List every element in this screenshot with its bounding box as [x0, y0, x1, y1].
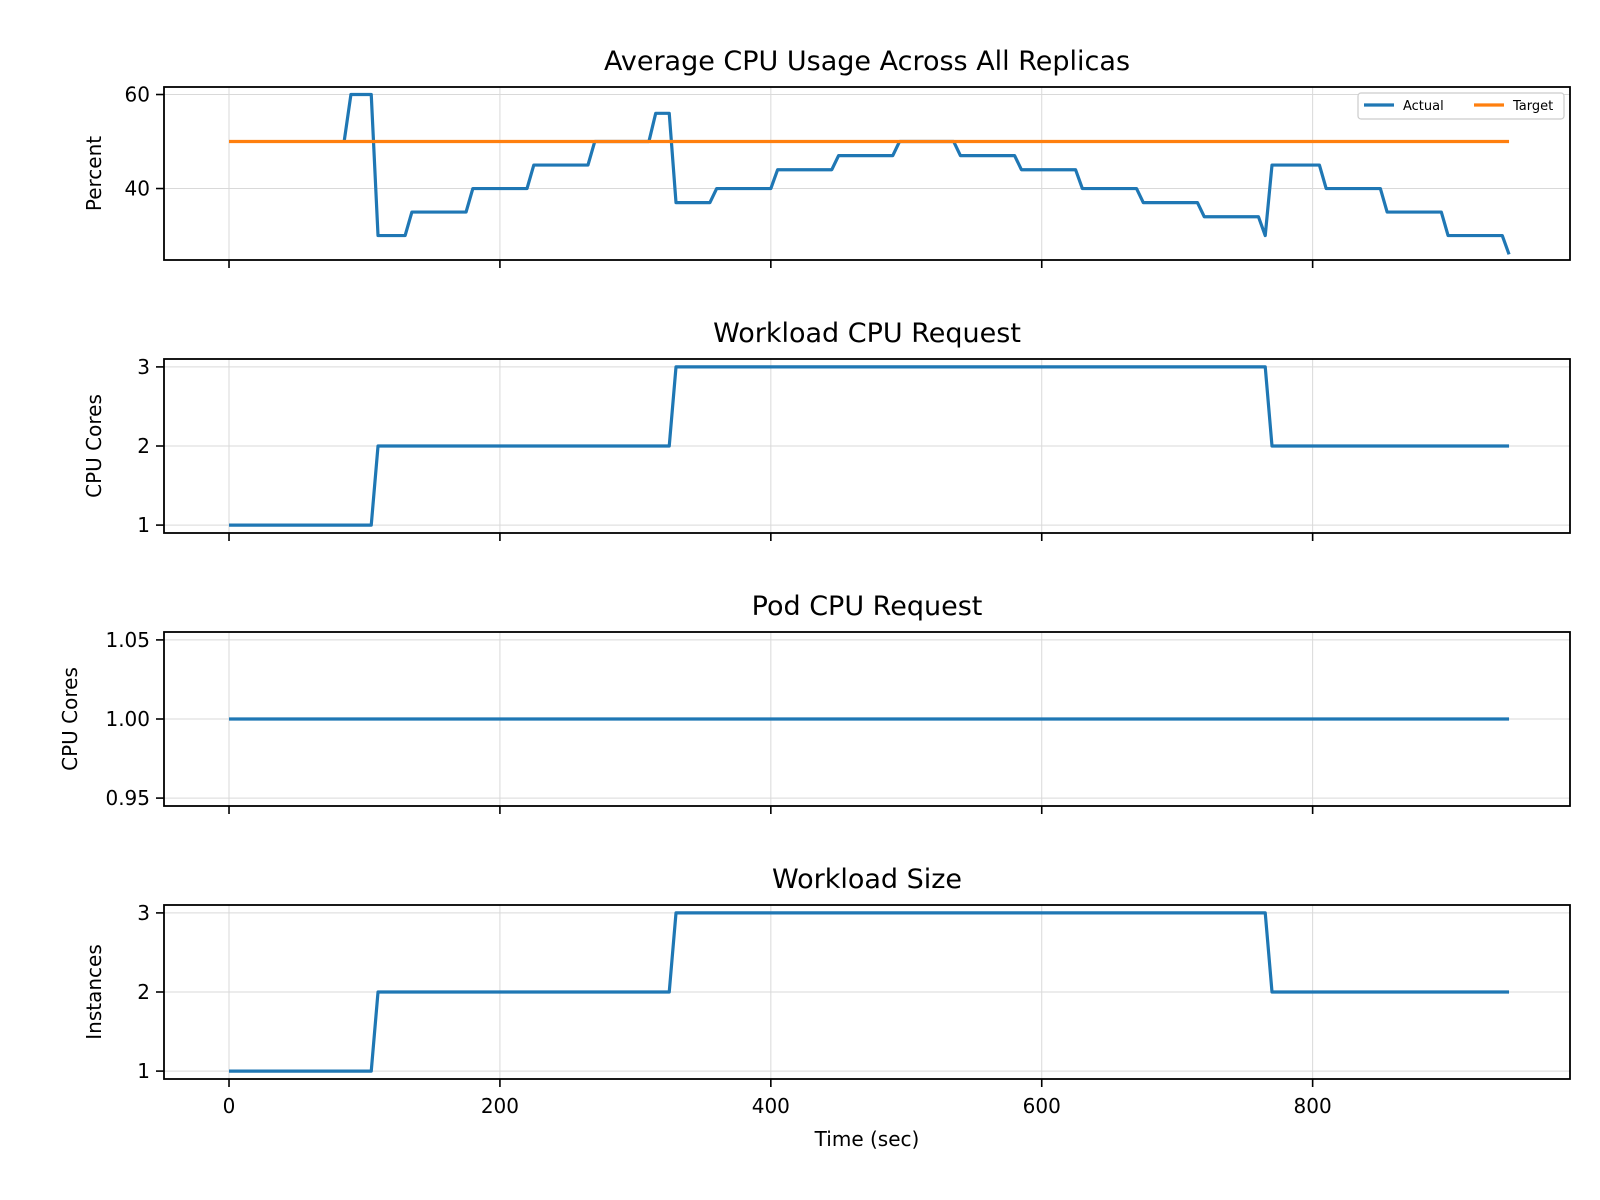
series-line-actual [342, 92, 1511, 255]
x-axis-label: Time (sec) [814, 1127, 920, 1151]
y-axis-label: Percent [82, 136, 106, 211]
chart-title: Average CPU Usage Across All Replicas [604, 46, 1130, 77]
y-tick-label: 2 [137, 980, 150, 1004]
x-tick-label: 600 [1023, 1094, 1061, 1118]
x-tick-label: 800 [1294, 1094, 1332, 1118]
chart-panel-4: 0 200 400 600 800 1 2 3 Workload Size Instances Ti… [82, 864, 1571, 1151]
y-tick-label: 60 [125, 83, 150, 107]
y-axis-label: Instances [82, 944, 106, 1040]
y-tick-label: 1 [137, 513, 150, 537]
y-tick-label: 40 [125, 177, 150, 201]
y-tick-label: 3 [137, 901, 150, 925]
series-line-value [229, 365, 1510, 527]
y-tick-label: 3 [137, 355, 150, 379]
chart-title: Workload Size [772, 864, 962, 895]
legend-box [1357, 92, 1565, 120]
series-line-value [229, 911, 1510, 1073]
legend-label-actual: Actual [1403, 99, 1444, 114]
legend: Actual Target [1357, 92, 1565, 120]
axes-frame [163, 86, 1571, 261]
y-tick-label: 1.00 [105, 707, 150, 731]
y-tick-label: 2 [137, 434, 150, 458]
x-tick-label: 0 [223, 1094, 236, 1118]
chart-panel-1: 40 60 Average CPU Usage Across All Replica… [82, 46, 1571, 268]
chart-title: Workload CPU Request [713, 318, 1021, 349]
y-tick-label: 0.95 [105, 786, 150, 810]
x-tick-label: 200 [481, 1094, 519, 1118]
chart-title: Pod CPU Request [752, 591, 983, 622]
y-axis-label: CPU Cores [58, 667, 82, 771]
x-tick-label: 400 [752, 1094, 790, 1118]
y-tick-label: 1.05 [105, 628, 150, 652]
legend-label-target: Target [1512, 99, 1553, 114]
chart-panel-3: 0.95 1.00 1.05 Pod CPU Request CPU Cores [58, 591, 1571, 814]
y-tick-label: 1 [137, 1059, 150, 1083]
y-axis-label: CPU Cores [82, 394, 106, 498]
chart-panel-2: 1 2 3 Workload CPU Request CPU Cores [82, 318, 1571, 541]
